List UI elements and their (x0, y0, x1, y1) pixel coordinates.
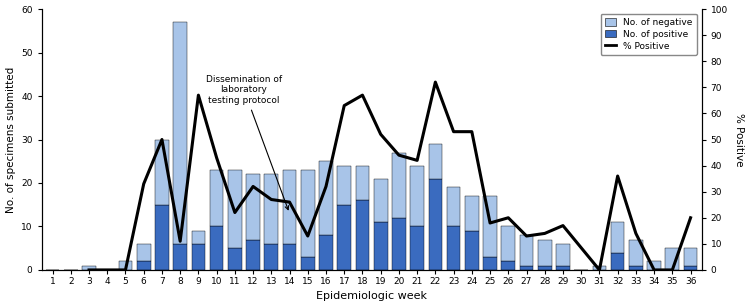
Bar (592, 266, 606, 270)
Bar (556, 266, 570, 270)
Bar (155, 205, 169, 270)
Bar (465, 231, 478, 270)
Bar (538, 266, 551, 270)
Bar (502, 261, 515, 270)
Bar (392, 218, 406, 270)
Bar (428, 144, 442, 179)
Bar (684, 248, 698, 266)
Bar (483, 196, 497, 257)
Bar (320, 235, 333, 270)
Bar (684, 266, 698, 270)
Bar (283, 244, 296, 270)
Bar (228, 170, 242, 248)
Bar (647, 261, 661, 270)
Bar (410, 227, 424, 270)
Bar (665, 248, 680, 270)
Bar (210, 170, 224, 227)
Text: Dissemination of
laboratory
testing protocol: Dissemination of laboratory testing prot… (206, 75, 289, 210)
Bar (82, 266, 96, 270)
Bar (338, 165, 351, 205)
Bar (392, 153, 406, 218)
Bar (320, 161, 333, 235)
Bar (502, 227, 515, 261)
Bar (629, 239, 643, 266)
Bar (301, 257, 314, 270)
Bar (629, 266, 643, 270)
Bar (191, 231, 206, 244)
Bar (173, 22, 187, 244)
Bar (610, 222, 625, 253)
Bar (265, 174, 278, 244)
Bar (137, 261, 151, 270)
Bar (538, 239, 551, 266)
Bar (246, 239, 260, 270)
Bar (447, 187, 460, 227)
Bar (520, 235, 533, 266)
Bar (610, 253, 625, 270)
Bar (283, 170, 296, 244)
Bar (301, 170, 314, 257)
Bar (520, 266, 533, 270)
Bar (483, 257, 497, 270)
Bar (265, 244, 278, 270)
Bar (356, 200, 369, 270)
Bar (173, 244, 187, 270)
Bar (356, 165, 369, 200)
Bar (210, 227, 224, 270)
Bar (228, 248, 242, 270)
Bar (428, 179, 442, 270)
Bar (246, 174, 260, 239)
Bar (155, 139, 169, 205)
Y-axis label: % Positive: % Positive (734, 113, 745, 166)
Bar (374, 179, 388, 222)
Bar (374, 222, 388, 270)
Bar (118, 261, 132, 270)
Legend: No. of negative, No. of positive, % Positive: No. of negative, No. of positive, % Posi… (601, 14, 697, 55)
Bar (137, 244, 151, 261)
Bar (410, 165, 424, 227)
Y-axis label: No. of specimens submitted: No. of specimens submitted (5, 66, 16, 213)
Bar (465, 196, 478, 231)
Bar (447, 227, 460, 270)
Bar (191, 244, 206, 270)
Bar (556, 244, 570, 266)
X-axis label: Epidemiologic week: Epidemiologic week (316, 291, 427, 301)
Bar (338, 205, 351, 270)
